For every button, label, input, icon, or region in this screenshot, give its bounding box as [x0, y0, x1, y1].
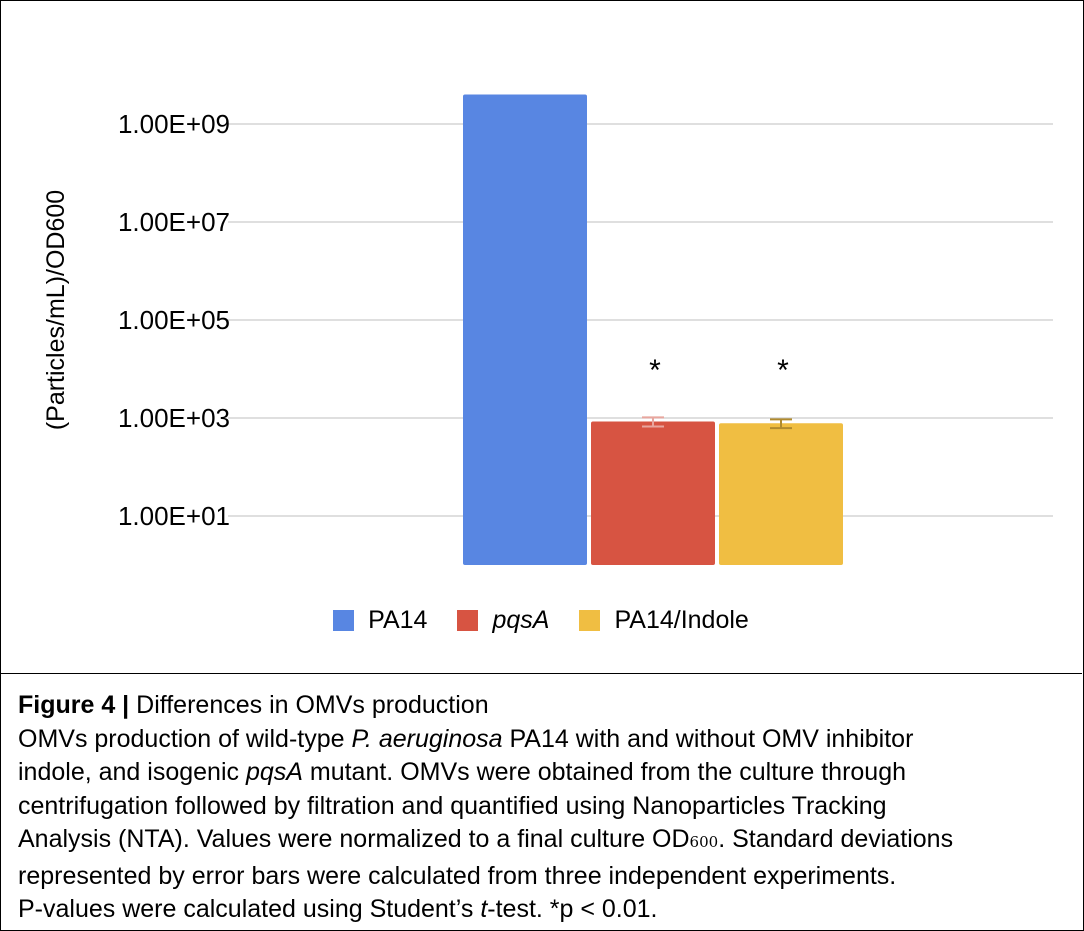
legend-swatch: [457, 610, 479, 631]
caption-figure-number: Figure 4 |: [18, 691, 130, 719]
caption-title: Figure 4 | Differences in OMVs productio…: [18, 689, 1068, 723]
caption-line-6: represented by error bars were calculate…: [18, 861, 897, 890]
legend-swatch: [579, 610, 601, 631]
y-axis-label: (Particles/mL)/OD600: [42, 190, 70, 430]
bar-chart: 1.00E+01 1.00E+03 1.00E+05 1.00E+07 1.00E+09…: [42, 94, 1053, 566]
legend-item: PA14: [333, 606, 427, 635]
caption-line-3: indole, and isogenic pqsA mutant. OMVs w…: [18, 758, 907, 786]
legend-item: pqsA: [457, 606, 549, 635]
bar-pqsa: [591, 421, 715, 565]
caption-line-7: P-values were calculated using Student’s…: [18, 895, 658, 923]
legend-item: PA14/Indole: [579, 606, 749, 635]
significance-marker: *: [649, 354, 661, 387]
significance-marker: *: [777, 354, 789, 387]
chart-legend: PA14 pqsA PA14/Indole: [0, 606, 1082, 635]
caption-line-2: OMVs production of wild-type P. aerugino…: [18, 724, 914, 753]
legend-label: PA14: [368, 606, 428, 634]
chart-panel: 1.00E+01 1.00E+03 1.00E+05 1.00E+07 1.00E+09…: [0, 94, 1082, 674]
legend-label: PA14/Indole: [614, 606, 749, 634]
bar-pa14: [463, 94, 587, 566]
y-tick-label: 1.00E+01: [118, 501, 230, 531]
y-tick-label: 1.00E+09: [118, 109, 230, 139]
bar-pa14-indole: [719, 423, 843, 565]
y-tick-label: 1.00E+05: [118, 305, 230, 335]
legend-swatch: [333, 610, 355, 631]
caption-title-text: Differences in OMVs production: [129, 691, 489, 719]
caption-line-5: Analysis (NTA). Values were normalized t…: [18, 825, 954, 853]
y-tick-label: 1.00E+07: [118, 207, 230, 237]
figure-caption: Figure 4 | Differences in OMVs productio…: [18, 689, 1068, 927]
caption-line-4: centrifugation followed by filtration an…: [18, 791, 887, 820]
legend-label: pqsA: [492, 606, 550, 634]
y-tick-label: 1.00E+03: [118, 403, 230, 433]
